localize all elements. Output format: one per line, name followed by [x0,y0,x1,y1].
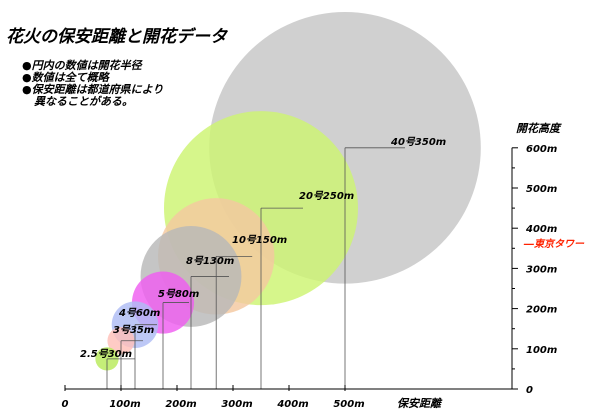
shell-label: 10号150m [232,234,287,246]
y-axis-title: 開花高度 [516,122,562,135]
shell-label: 5号80m [158,288,199,300]
shell-label: 40号350m [390,136,446,148]
y-tick-label: 300m [526,264,557,275]
shell-label: 3号35m [113,324,154,336]
x-tick-label: 400m [276,399,308,410]
x-tick-label: 500m [333,399,364,410]
x-tick-label: 200m [165,399,196,410]
y-tick-label: 500m [526,184,557,195]
chart-notes: ●円内の数値は開花半径 ●数値は全て概略 ●保安距離は都道府県により 異なること… [22,60,163,108]
note-line: ●数値は全て概略 [22,71,109,84]
shell-label: 4号60m [118,307,160,319]
chart-title: 花火の保安距離と開花データ [6,27,227,47]
y-tick-label: 0 [526,385,533,396]
shell-label: 20号250m [299,190,354,202]
note-line: 異なることがある。 [34,95,133,108]
y-tick-label: 200m [526,305,557,316]
x-tick-label: 0 [62,399,69,410]
y-tick-label: 600m [526,144,557,155]
note-line: ●円内の数値は開花半径 [22,59,142,72]
note-line: ●保安距離は都道府県により [22,83,164,96]
shell-label: 8号130m [186,255,234,267]
y-tick-label: 400m [525,224,557,235]
x-tick-label: 100m [109,399,140,410]
y-tick-label: 100m [526,345,557,356]
reference-label: ―東京タワー [523,238,585,250]
x-tick-label: 300m [221,399,252,410]
x-axis-title: 保安距離 [397,397,443,410]
shell-label: 2.5号30m [80,348,132,360]
